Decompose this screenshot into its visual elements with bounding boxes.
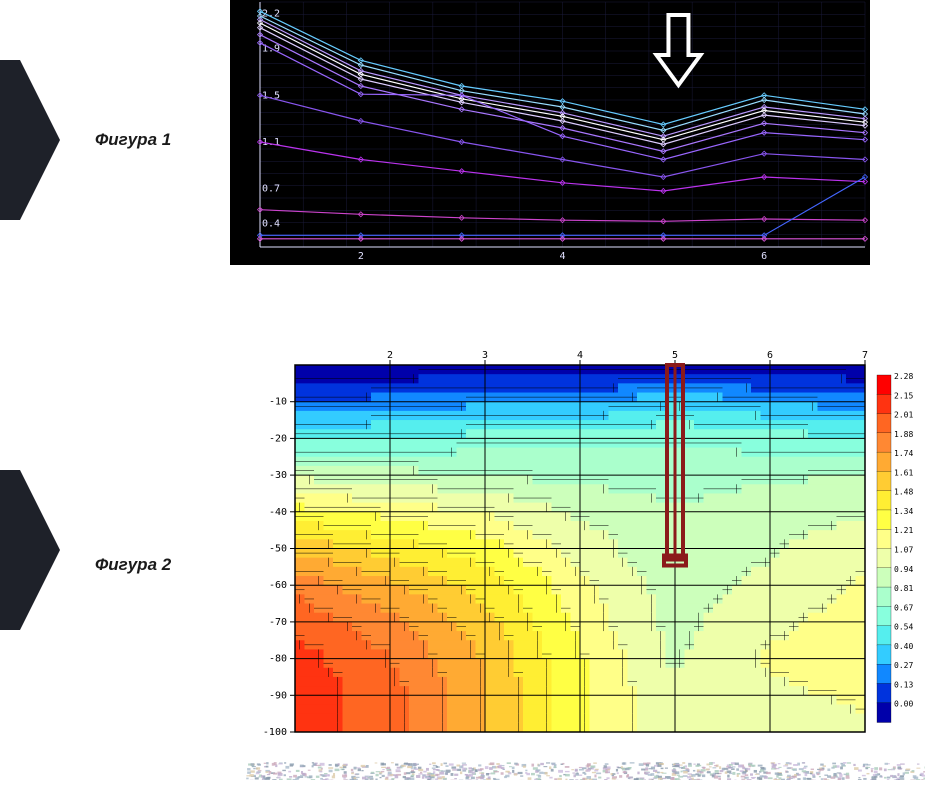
- svg-text:0.94: 0.94: [894, 565, 913, 574]
- contour-heatmap: 2 3 4 5 6 7 -10 -20 -30 -40 -50 -60 -70 -80 -90 -100 2.2…: [245, 345, 925, 740]
- svg-text:3: 3: [482, 350, 488, 361]
- noise-strip: [245, 762, 925, 780]
- svg-text:0.81: 0.81: [894, 584, 913, 593]
- svg-text:-20: -20: [269, 433, 287, 444]
- line-chart: 0.40.71.11.51.92.2246: [230, 0, 870, 265]
- svg-text:4: 4: [559, 251, 565, 262]
- svg-text:0.67: 0.67: [894, 603, 913, 612]
- svg-text:1.74: 1.74: [894, 449, 913, 458]
- figure-2-label: Фигура 2: [95, 555, 171, 575]
- svg-text:0.00: 0.00: [894, 700, 913, 709]
- svg-text:-50: -50: [269, 544, 287, 555]
- svg-text:0.40: 0.40: [894, 642, 913, 651]
- svg-text:-40: -40: [269, 507, 287, 518]
- svg-text:1.07: 1.07: [894, 546, 913, 555]
- svg-text:0.54: 0.54: [894, 623, 913, 632]
- svg-text:6: 6: [767, 350, 773, 361]
- svg-text:6: 6: [761, 251, 767, 262]
- svg-text:5: 5: [672, 350, 678, 361]
- decorative-pentagon-2: [0, 470, 60, 630]
- svg-text:0.4: 0.4: [262, 219, 280, 230]
- svg-text:0.27: 0.27: [894, 661, 913, 670]
- svg-text:2: 2: [358, 251, 364, 262]
- figure-1-label: Фигура 1: [95, 130, 171, 150]
- svg-text:-90: -90: [269, 690, 287, 701]
- decorative-pentagon-1: [0, 60, 60, 220]
- svg-text:-30: -30: [269, 470, 287, 481]
- svg-text:0.13: 0.13: [894, 680, 913, 689]
- svg-text:1.61: 1.61: [894, 468, 913, 477]
- svg-text:1.34: 1.34: [894, 507, 913, 516]
- svg-text:1.48: 1.48: [894, 488, 913, 497]
- svg-text:-10: -10: [269, 397, 287, 408]
- svg-text:2.01: 2.01: [894, 411, 913, 420]
- svg-text:-100: -100: [263, 727, 287, 738]
- svg-text:1.88: 1.88: [894, 430, 913, 439]
- svg-text:2.15: 2.15: [894, 391, 913, 400]
- svg-text:0.7: 0.7: [262, 184, 280, 195]
- svg-text:-80: -80: [269, 654, 287, 665]
- svg-text:2.28: 2.28: [894, 372, 913, 381]
- svg-text:4: 4: [577, 350, 583, 361]
- svg-text:-70: -70: [269, 617, 287, 628]
- svg-text:7: 7: [862, 350, 868, 361]
- svg-text:-60: -60: [269, 580, 287, 591]
- svg-text:1.21: 1.21: [894, 526, 913, 535]
- svg-text:2: 2: [387, 350, 393, 361]
